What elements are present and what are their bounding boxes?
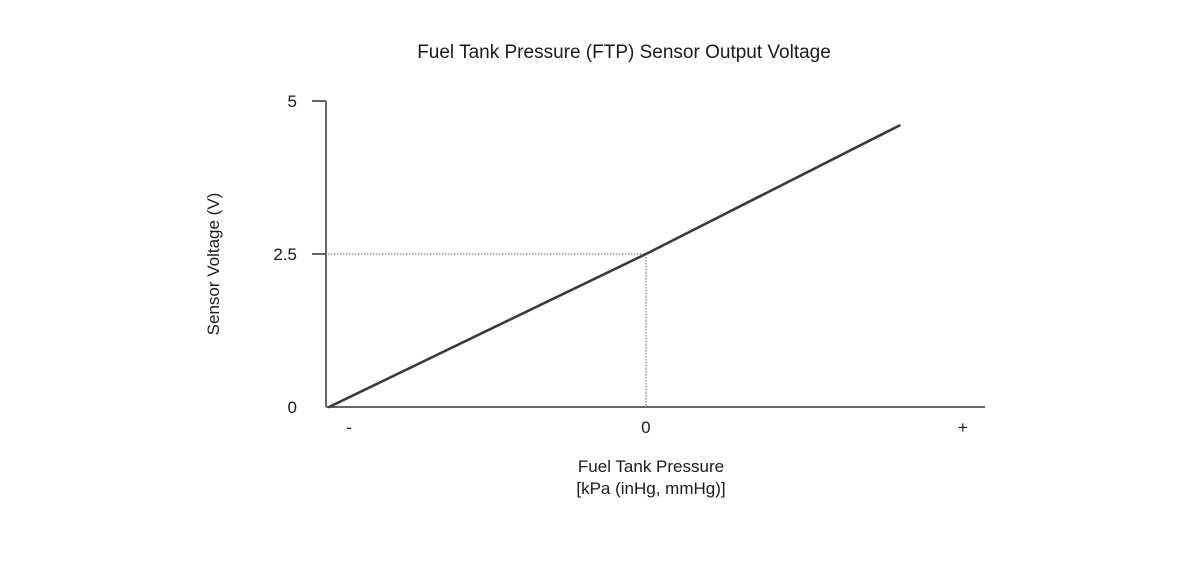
x-tick-label: -: [346, 418, 352, 437]
chart-title: Fuel Tank Pressure (FTP) Sensor Output V…: [417, 42, 831, 63]
x-axis-units-label: [kPa (inHg, mmHg)]: [576, 479, 725, 498]
y-axis-label: Sensor Voltage (V): [204, 193, 223, 336]
plot-area: 0 2.5 5 - 0 +: [273, 92, 985, 437]
y-tick-label: 5: [288, 92, 297, 111]
series-line: [327, 124, 901, 409]
x-tick-label: +: [958, 418, 968, 437]
x-axis-label: Fuel Tank Pressure: [578, 457, 724, 476]
y-tick-label: 0: [288, 398, 297, 417]
x-tick-label: 0: [641, 418, 650, 437]
y-tick-label: 2.5: [273, 245, 297, 264]
